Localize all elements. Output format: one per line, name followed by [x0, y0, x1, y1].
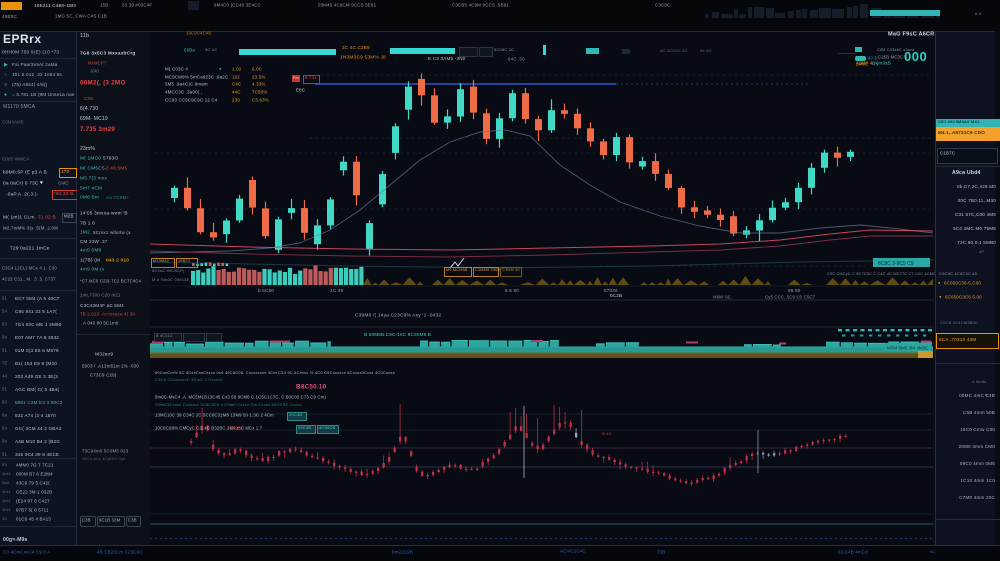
svg-text:8C8C 3-9C5 C9: 8C8C 3-9C5 C9 [878, 261, 914, 267]
svg-text:M3M 0M5.3M 4M3C: M3M 0M5.3M 4M3C [887, 346, 929, 351]
